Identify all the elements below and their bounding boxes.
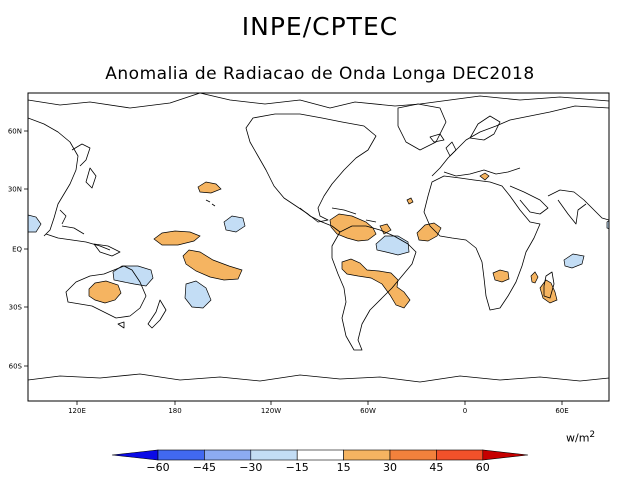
longitude-axis: 120E 180 120W 60W 0 60E [68, 401, 569, 415]
colorbar-segment [250, 449, 298, 461]
lat-label: EQ [12, 246, 22, 254]
colorbar-extend-high [482, 449, 529, 461]
colorbar-tick-label: −45 [193, 461, 216, 474]
lat-label: 60S [9, 363, 23, 371]
colorbar-units: w/m2 [566, 430, 596, 445]
coastlines [28, 93, 609, 383]
chart-subtitle: Anomalia de Radiacao de Onda Longa DEC20… [105, 64, 535, 84]
colorbar-segment [157, 449, 205, 461]
lon-label: 120E [68, 407, 86, 415]
colorbar-tick-label: 15 [337, 461, 351, 474]
colorbar-segment [343, 449, 391, 461]
lon-label: 180 [168, 407, 181, 415]
chart-title: INPE/CPTEC [241, 12, 399, 41]
negative-anomaly-central-pacific [223, 215, 246, 233]
colorbar-tick-label: −15 [286, 461, 309, 474]
positive-anomaly-equatorial-pacific [153, 230, 201, 246]
negative-anomaly-south-pacific [184, 280, 212, 309]
colorbar-segment [389, 449, 437, 461]
colorbar-tick-label: −60 [146, 461, 169, 474]
positive-anomaly-gulf-of-guinea [416, 222, 442, 242]
colorbar: −60 −45 −30 −15 15 30 45 60 [111, 449, 529, 474]
map-frame [27, 92, 610, 402]
lat-label: 60N [8, 128, 22, 136]
lat-label: 30S [9, 304, 23, 312]
lon-label: 0 [463, 407, 467, 415]
colorbar-tick-label: 30 [383, 461, 397, 474]
lon-label: 60W [360, 407, 376, 415]
colorbar-tick-label: 60 [476, 461, 490, 474]
colorbar-extend-low [111, 449, 159, 461]
positive-anomaly-south-america [341, 258, 411, 309]
lat-label: 30N [8, 186, 22, 194]
colorbar-segment [296, 449, 344, 461]
positive-anomaly-caribbean [329, 213, 377, 242]
latitude-axis: 60N 30N EQ 30S 60S [8, 128, 28, 371]
negative-anomaly-west-pacific [28, 214, 42, 233]
positive-anomaly-spcz [182, 249, 243, 281]
colorbar-tick-label: −30 [239, 461, 262, 474]
negative-anomaly-madagascar-east [563, 253, 585, 269]
negative-anomaly-north-australia [112, 265, 154, 287]
positive-anomaly-madagascar [539, 279, 558, 304]
colorbar-segment [436, 449, 484, 461]
colorbar-segment [204, 449, 252, 461]
anomaly-shading [28, 172, 609, 309]
positive-anomaly-australia [88, 280, 122, 304]
positive-anomaly-southern-africa [492, 269, 510, 283]
lon-label: 60E [555, 407, 568, 415]
lon-label: 120W [261, 407, 281, 415]
colorbar-tick-label: 45 [429, 461, 443, 474]
negative-anomaly-amazon [375, 235, 410, 256]
positive-anomaly-north-pacific [197, 181, 222, 194]
